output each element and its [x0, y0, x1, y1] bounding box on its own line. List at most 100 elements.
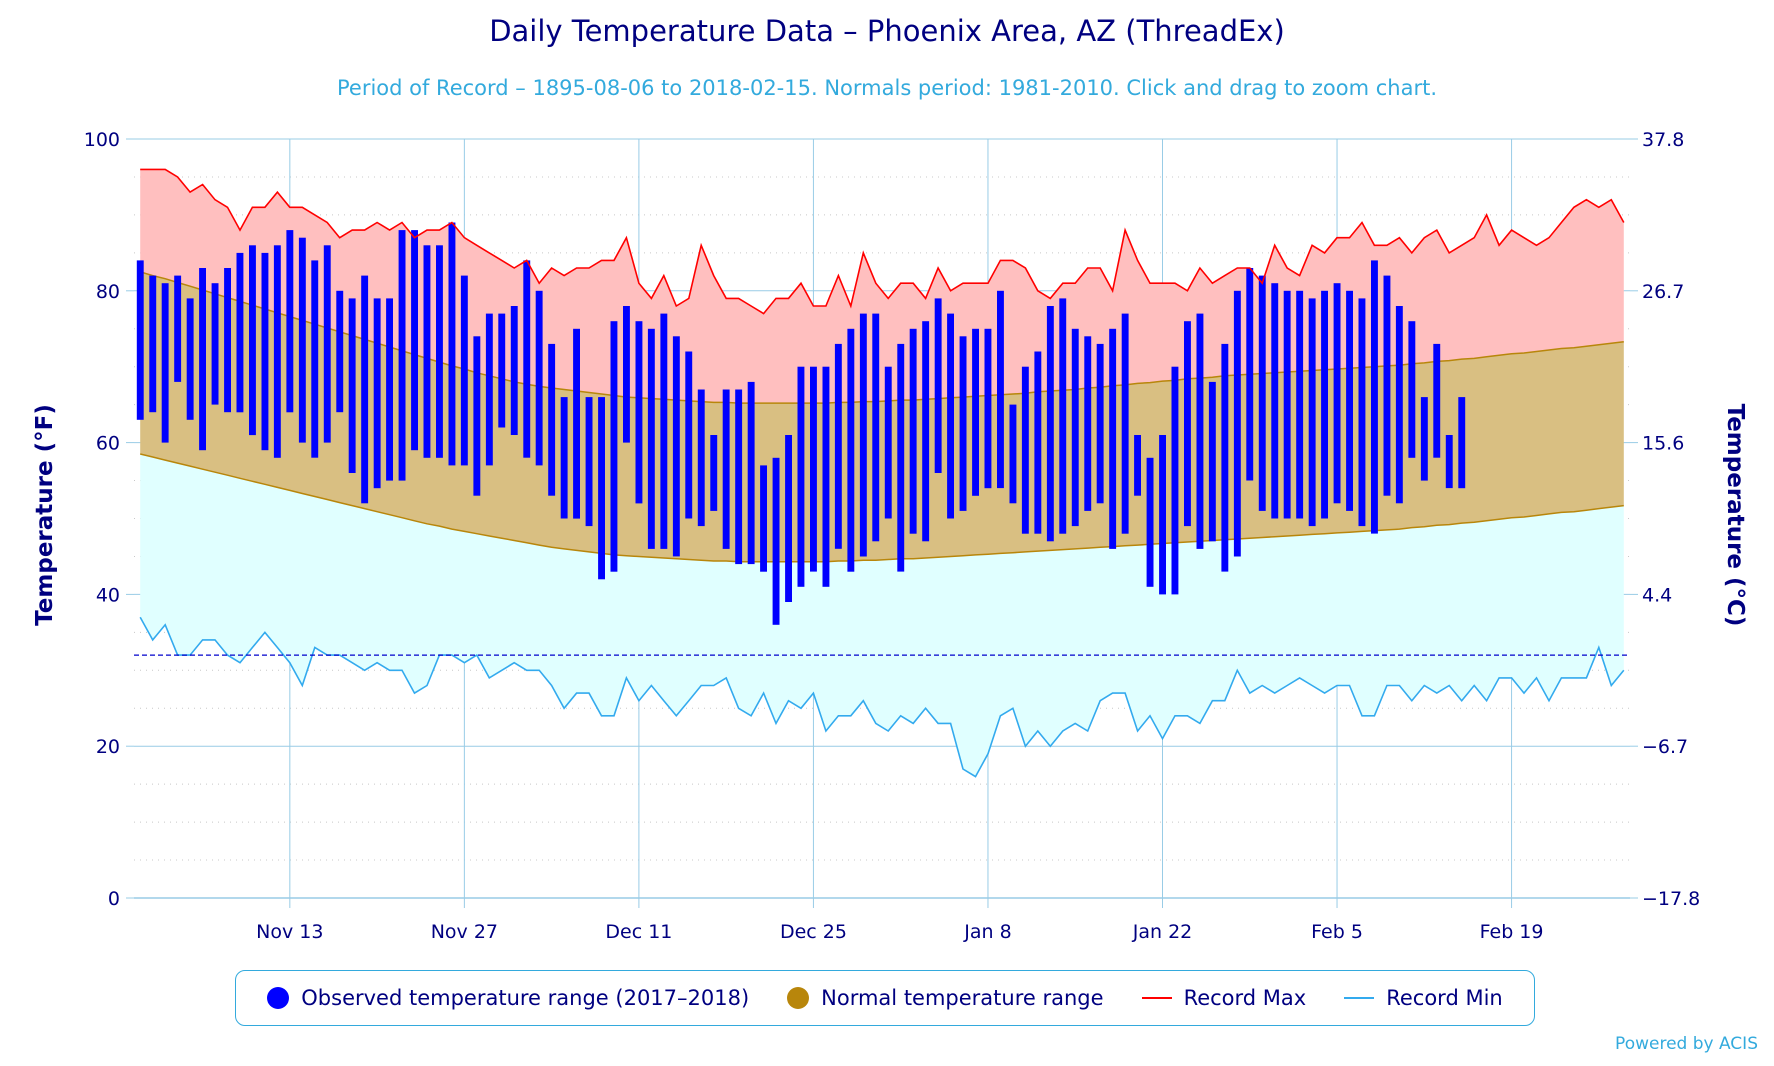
observed-range-bar — [822, 366, 830, 587]
observed-range-bar — [610, 321, 618, 572]
observed-range-bar — [448, 222, 456, 466]
observed-range-bar — [386, 298, 393, 481]
observed-range-bar — [161, 283, 169, 443]
observed-range-bar — [149, 275, 157, 413]
observed-range-bar — [1258, 275, 1266, 511]
observed-range-bar — [585, 397, 593, 527]
observed-range-bar — [1196, 313, 1204, 549]
observed-range-bar — [1371, 260, 1378, 534]
observed-range-bar — [1184, 321, 1191, 527]
observed-range-bar — [573, 328, 580, 519]
observed-range-bar — [523, 260, 531, 458]
observed-range-bar — [1308, 298, 1316, 527]
observed-range-bar — [722, 389, 730, 549]
observed-range-bar — [934, 298, 942, 473]
observed-range-bar — [897, 343, 905, 572]
axes: 0 −17.8 20 −6.7 40 4.4 60 15.6 80 26.7 100 37.8 Nov … — [84, 129, 1701, 943]
observed-range-bar — [1296, 290, 1304, 519]
observed-range-bar — [685, 351, 693, 519]
observed-range-bar — [1159, 435, 1166, 595]
y-tick-label-right: 26.7 — [1642, 281, 1684, 303]
observed-range-bar — [697, 389, 705, 527]
observed-range-bar — [922, 321, 930, 542]
observed-range-bar — [909, 328, 917, 534]
legend-record-min-label: Record Min — [1386, 986, 1503, 1010]
x-tick-label: Jan 22 — [1132, 921, 1193, 943]
observed-range-bar — [1208, 381, 1216, 542]
observed-range-bar — [1071, 328, 1079, 527]
powered-by-credit[interactable]: Powered by ACIS — [1615, 1034, 1758, 1054]
y-tick-label-right: −6.7 — [1642, 736, 1688, 758]
y-tick-label-right: 4.4 — [1642, 584, 1672, 606]
observed-range-bar — [373, 298, 381, 489]
y-tick-label-right: 15.6 — [1642, 433, 1684, 455]
observed-range-bar — [286, 230, 294, 413]
observed-range-bar — [1358, 298, 1366, 527]
observed-range-bar — [1445, 435, 1453, 489]
observed-range-bar — [810, 366, 817, 572]
observed-range-bar — [735, 389, 743, 565]
observed-range-bar — [1321, 290, 1328, 519]
y-tick-label-left: 80 — [96, 281, 120, 303]
observed-range-bar — [785, 435, 792, 602]
legend-normal[interactable]: Normal temperature range — [787, 986, 1104, 1010]
observed-range-bar — [672, 336, 680, 557]
observed-range-bar — [884, 366, 892, 519]
y-tick-label-right: 37.8 — [1642, 129, 1684, 151]
observed-range-bar — [1433, 343, 1441, 458]
observed-range-bar — [623, 306, 630, 443]
observed-range-bar — [236, 252, 244, 413]
observed-range-bar — [473, 336, 481, 496]
observed-range-bar — [485, 313, 493, 466]
observed-range-bar — [847, 328, 855, 572]
observed-range-bar — [1233, 290, 1241, 557]
observed-range-bar — [1121, 313, 1129, 534]
legend-observed[interactable]: Observed temperature range (2017–2018) — [267, 986, 749, 1010]
observed-range-bar — [436, 245, 443, 458]
y-tick-label-left: 60 — [96, 433, 120, 455]
observed-range-bar — [1021, 366, 1029, 534]
legend-record-min[interactable]: Record Min — [1344, 986, 1503, 1010]
observed-range-bar — [947, 313, 954, 519]
legend-record-max[interactable]: Record Max — [1141, 986, 1306, 1010]
observed-range-bar — [1271, 283, 1279, 519]
observed-range-bar — [1221, 343, 1229, 572]
observed-range-bar — [1059, 298, 1067, 534]
observed-range-bar — [249, 245, 256, 436]
record-min-band — [140, 454, 1624, 777]
observed-range-bar — [1408, 321, 1416, 458]
observed-range-bar — [348, 298, 356, 473]
observed-range-bar — [361, 275, 369, 504]
observed-range-bar — [548, 343, 556, 496]
observed-range-bar — [510, 306, 518, 435]
record-lines — [134, 168, 1630, 778]
y-axis-title-right: Temperature (°C) — [1722, 404, 1748, 627]
legend-observed-swatch — [267, 987, 290, 1009]
observed-range-bar — [834, 343, 842, 549]
observed-range-bar — [411, 230, 418, 451]
observed-range-bar — [1383, 275, 1391, 496]
observed-range-bar — [498, 313, 506, 428]
legend-record-min-swatch — [1344, 997, 1375, 999]
observed-range-bar — [1109, 328, 1117, 549]
observed-range-bar — [1146, 457, 1154, 587]
observed-range-bar — [211, 283, 219, 405]
observed-range-bar — [174, 275, 182, 382]
observed-range-bar — [1333, 283, 1341, 504]
observed-range-bar — [710, 435, 718, 511]
x-tick-label: Nov 27 — [431, 921, 498, 943]
observed-range-bar — [224, 268, 231, 413]
observed-range-bar — [859, 313, 867, 557]
observed-range-bar — [1084, 336, 1092, 511]
observed-range-bar — [560, 397, 568, 519]
observed-range-bar — [760, 465, 767, 572]
observed-range-bar — [273, 245, 281, 458]
observed-range-bar — [398, 230, 406, 481]
observed-range-bar — [1096, 343, 1104, 504]
observed-range-bar — [261, 252, 269, 451]
observed-range-bar — [136, 260, 144, 420]
x-tick-label: Feb 5 — [1311, 921, 1363, 943]
record-min-line — [139, 616, 1625, 778]
y-axis-title-left: Temperature (°F) — [32, 404, 58, 626]
